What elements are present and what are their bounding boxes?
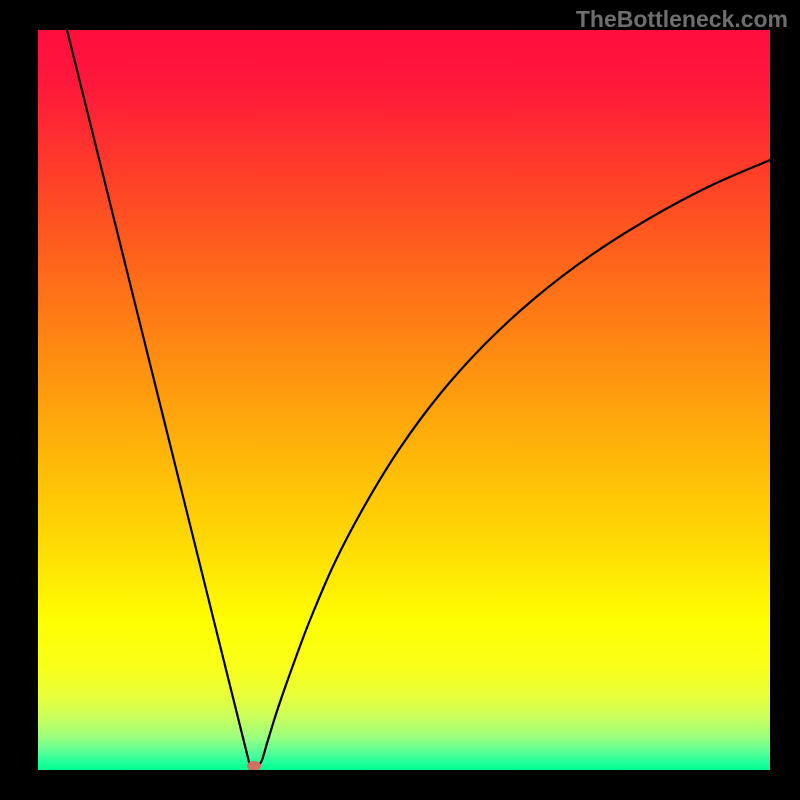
watermark-text: TheBottleneck.com	[576, 6, 788, 33]
frame-right	[770, 0, 800, 800]
plot-area	[38, 30, 770, 770]
frame-left	[0, 0, 38, 800]
frame-bottom	[0, 770, 800, 800]
chart-container: TheBottleneck.com	[0, 0, 800, 800]
chart-svg	[0, 0, 800, 800]
minimum-marker	[247, 761, 261, 771]
